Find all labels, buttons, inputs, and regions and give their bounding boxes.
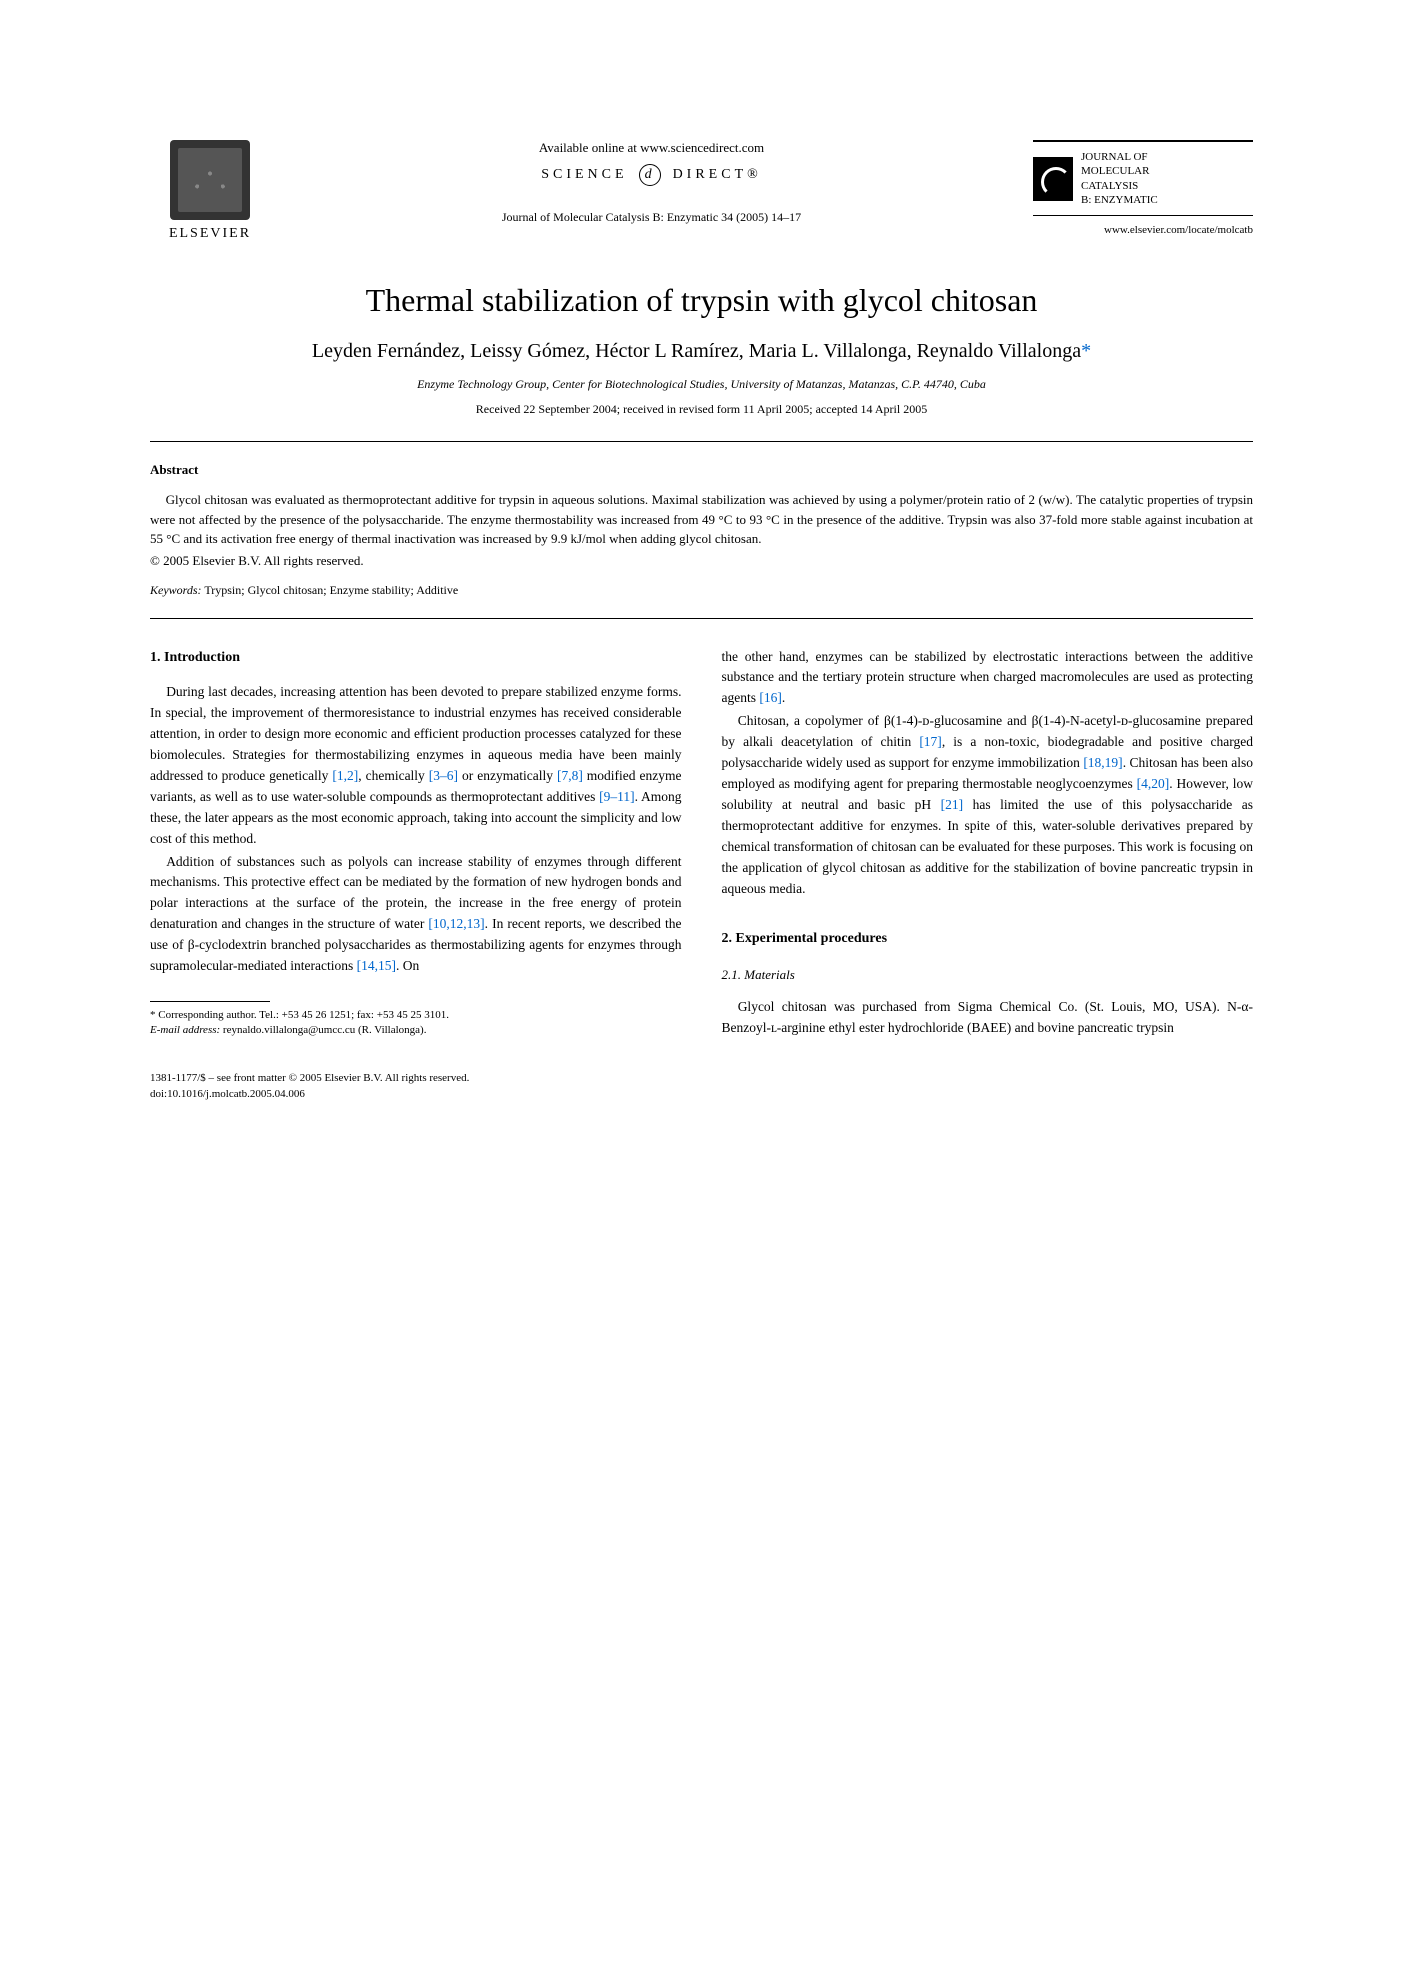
citation-link[interactable]: [4,20] bbox=[1137, 776, 1170, 791]
abstract-block: Abstract Glycol chitosan was evaluated a… bbox=[150, 462, 1253, 598]
citation-link[interactable]: [1,2] bbox=[332, 768, 358, 783]
citation-link[interactable]: [18,19] bbox=[1083, 755, 1122, 770]
keywords-label: Keywords: bbox=[150, 583, 202, 597]
footnote-email: reynaldo.villalonga@umcc.cu (R. Villalon… bbox=[220, 1024, 426, 1036]
publisher-name: ELSEVIER bbox=[169, 226, 251, 242]
elsevier-tree-icon bbox=[170, 140, 250, 220]
sd-right: DIRECT® bbox=[673, 167, 762, 182]
citation-link[interactable]: [9–11] bbox=[599, 789, 635, 804]
citation-link[interactable]: [7,8] bbox=[557, 768, 583, 783]
citation-link[interactable]: [3–6] bbox=[429, 768, 458, 783]
abstract-heading: Abstract bbox=[150, 462, 1253, 478]
front-matter-line: 1381-1177/$ – see front matter © 2005 El… bbox=[150, 1071, 1253, 1086]
doi-block: 1381-1177/$ – see front matter © 2005 El… bbox=[150, 1071, 1253, 1102]
journal-reference: Journal of Molecular Catalysis B: Enzyma… bbox=[502, 210, 801, 225]
left-column: 1. Introduction During last decades, inc… bbox=[150, 647, 682, 1042]
citation-link[interactable]: [16] bbox=[759, 690, 782, 705]
abstract-text: Glycol chitosan was evaluated as thermop… bbox=[150, 490, 1253, 549]
citation-link[interactable]: [10,12,13] bbox=[428, 916, 484, 931]
footnote-email-label: E-mail address: bbox=[150, 1024, 220, 1036]
body-text: . bbox=[782, 690, 785, 705]
footnote-email-line: E-mail address: reynaldo.villalonga@umcc… bbox=[150, 1023, 682, 1038]
body-columns: 1. Introduction During last decades, inc… bbox=[150, 647, 1253, 1042]
journal-title: JOURNAL OF MOLECULAR CATALYSIS B: ENZYMA… bbox=[1081, 150, 1158, 207]
body-text: . On bbox=[396, 958, 419, 973]
affiliation: Enzyme Technology Group, Center for Biot… bbox=[150, 377, 1253, 392]
authors-line: Leyden Fernández, Leissy Gómez, Héctor L… bbox=[150, 337, 1253, 365]
page-header: ELSEVIER Available online at www.science… bbox=[150, 140, 1253, 242]
body-paragraph: Addition of substances such as polyols c… bbox=[150, 852, 682, 978]
section-heading-introduction: 1. Introduction bbox=[150, 647, 682, 669]
publisher-block: ELSEVIER bbox=[150, 140, 270, 242]
journal-url: www.elsevier.com/locate/molcatb bbox=[1033, 224, 1253, 236]
keywords-text: Trypsin; Glycol chitosan; Enzyme stabili… bbox=[202, 583, 459, 597]
sciencedirect-swirl-icon: d bbox=[639, 164, 661, 186]
doi-line: doi:10.1016/j.molcatb.2005.04.006 bbox=[150, 1087, 1253, 1102]
divider bbox=[150, 441, 1253, 442]
citation-link[interactable]: [21] bbox=[941, 797, 964, 812]
copyright-line: © 2005 Elsevier B.V. All rights reserved… bbox=[150, 553, 1253, 569]
citation-link[interactable]: [14,15] bbox=[357, 958, 396, 973]
center-header: Available online at www.sciencedirect.co… bbox=[270, 140, 1033, 225]
journal-box: JOURNAL OF MOLECULAR CATALYSIS B: ENZYMA… bbox=[1033, 140, 1253, 216]
sd-left: SCIENCE bbox=[541, 167, 627, 182]
citation-link[interactable]: [17] bbox=[919, 734, 942, 749]
right-column: the other hand, enzymes can be stabilize… bbox=[722, 647, 1254, 1042]
body-paragraph: During last decades, increasing attentio… bbox=[150, 682, 682, 849]
authors-text: Leyden Fernández, Leissy Gómez, Héctor L… bbox=[312, 340, 1081, 362]
divider bbox=[150, 618, 1253, 619]
body-text: or enzymatically bbox=[458, 768, 557, 783]
corresponding-star-icon: * bbox=[1081, 340, 1091, 362]
body-text: , chemically bbox=[358, 768, 429, 783]
body-text: the other hand, enzymes can be stabilize… bbox=[722, 649, 1254, 706]
corresponding-footnote: * Corresponding author. Tel.: +53 45 26 … bbox=[150, 1008, 682, 1039]
footnote-corr: * Corresponding author. Tel.: +53 45 26 … bbox=[150, 1008, 682, 1023]
article-dates: Received 22 September 2004; received in … bbox=[150, 402, 1253, 417]
available-online-text: Available online at www.sciencedirect.co… bbox=[539, 140, 764, 156]
sciencedirect-logo: SCIENCE d DIRECT® bbox=[541, 164, 762, 186]
article-title: Thermal stabilization of trypsin with gl… bbox=[150, 282, 1253, 319]
body-paragraph: Glycol chitosan was purchased from Sigma… bbox=[722, 997, 1254, 1039]
keywords-line: Keywords: Trypsin; Glycol chitosan; Enzy… bbox=[150, 583, 1253, 598]
journal-cover-icon bbox=[1033, 157, 1073, 201]
section-heading-experimental: 2. Experimental procedures bbox=[722, 928, 1254, 950]
subsection-heading-materials: 2.1. Materials bbox=[722, 965, 1254, 985]
footnote-divider bbox=[150, 1001, 270, 1002]
body-paragraph: the other hand, enzymes can be stabilize… bbox=[722, 647, 1254, 710]
body-paragraph: Chitosan, a copolymer of β(1-4)-ᴅ-glucos… bbox=[722, 711, 1254, 899]
journal-block: JOURNAL OF MOLECULAR CATALYSIS B: ENZYMA… bbox=[1033, 140, 1253, 236]
